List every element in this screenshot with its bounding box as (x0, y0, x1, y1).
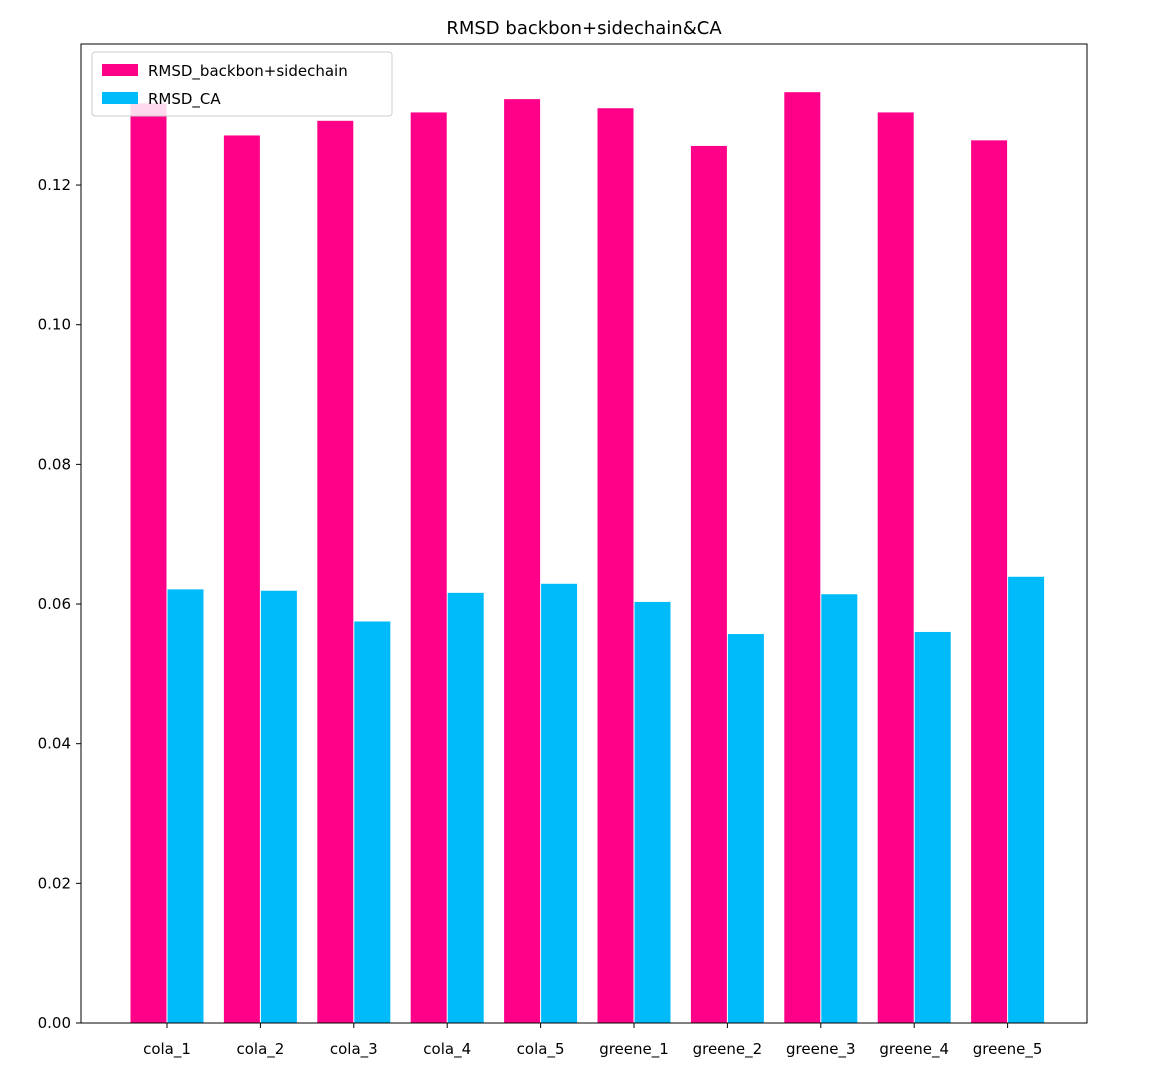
bar-rmsd-backbon-sidechain-greene-1 (597, 108, 634, 1024)
bar-rmsd-ca-cola-4 (447, 592, 484, 1023)
x-tick-label: greene_4 (879, 1040, 949, 1059)
y-tick-label: 0.06 (38, 595, 71, 613)
x-tick-label: greene_5 (973, 1040, 1043, 1059)
x-tick-label: cola_4 (423, 1040, 471, 1059)
x-tick-label: cola_2 (236, 1040, 284, 1059)
bar-rmsd-ca-cola-1 (167, 589, 204, 1023)
y-tick-label: 0.12 (38, 176, 71, 194)
legend: RMSD_backbon+sidechain RMSD_CA (91, 51, 393, 117)
bar-rmsd-ca-greene-3 (821, 594, 858, 1023)
x-tick-label: greene_2 (693, 1040, 763, 1059)
chart-title: RMSD backbon+sidechain&CA (446, 18, 722, 39)
bar-rmsd-backbon-sidechain-cola-2 (223, 135, 260, 1024)
bar-rmsd-backbon-sidechain-greene-4 (877, 112, 914, 1024)
bar-rmsd-ca-greene-1 (634, 601, 671, 1023)
bar-rmsd-ca-cola-5 (541, 583, 578, 1023)
x-tick-label: cola_3 (330, 1040, 378, 1059)
legend-label: RMSD_backbon+sidechain (148, 62, 348, 81)
y-tick-label: 0.08 (38, 455, 71, 473)
x-tick-label: greene_3 (786, 1040, 856, 1059)
bar-rmsd-backbon-sidechain-cola-4 (410, 112, 447, 1024)
bar-rmsd-ca-greene-5 (1008, 576, 1045, 1023)
x-tick-label: cola_5 (517, 1040, 565, 1059)
x-tick-label: greene_1 (599, 1040, 669, 1059)
bar-rmsd-ca-greene-2 (727, 634, 764, 1023)
bars-layer (130, 92, 1045, 1024)
bar-rmsd-backbon-sidechain-greene-3 (784, 92, 821, 1024)
bar-rmsd-ca-cola-3 (354, 621, 391, 1023)
bar-rmsd-backbon-sidechain-greene-2 (690, 145, 727, 1023)
axes-layer: cola_1 cola_2 cola_3 cola_4 cola_5 greene_1 gr… (38, 43, 1088, 1059)
bar-rmsd-backbon-sidechain-cola-5 (504, 99, 541, 1023)
y-tick-label: 0.10 (38, 316, 71, 334)
bar-rmsd-ca-cola-2 (260, 590, 297, 1023)
legend-swatch (102, 64, 138, 76)
bar-rmsd-backbon-sidechain-cola-3 (317, 120, 354, 1023)
legend-box (91, 51, 393, 117)
x-tick-label: cola_1 (143, 1040, 191, 1059)
bar-rmsd-backbon-sidechain-greene-5 (971, 140, 1008, 1024)
legend-swatch (102, 92, 138, 104)
bar-rmsd-ca-greene-4 (914, 631, 951, 1023)
y-tick-label: 0.00 (38, 1014, 71, 1032)
bar-rmsd-backbon-sidechain-cola-1 (130, 103, 167, 1024)
plot-frame (80, 43, 1088, 1024)
legend-label: RMSD_CA (148, 90, 221, 109)
y-tick-label: 0.04 (38, 735, 71, 753)
y-tick-label: 0.02 (38, 874, 71, 892)
